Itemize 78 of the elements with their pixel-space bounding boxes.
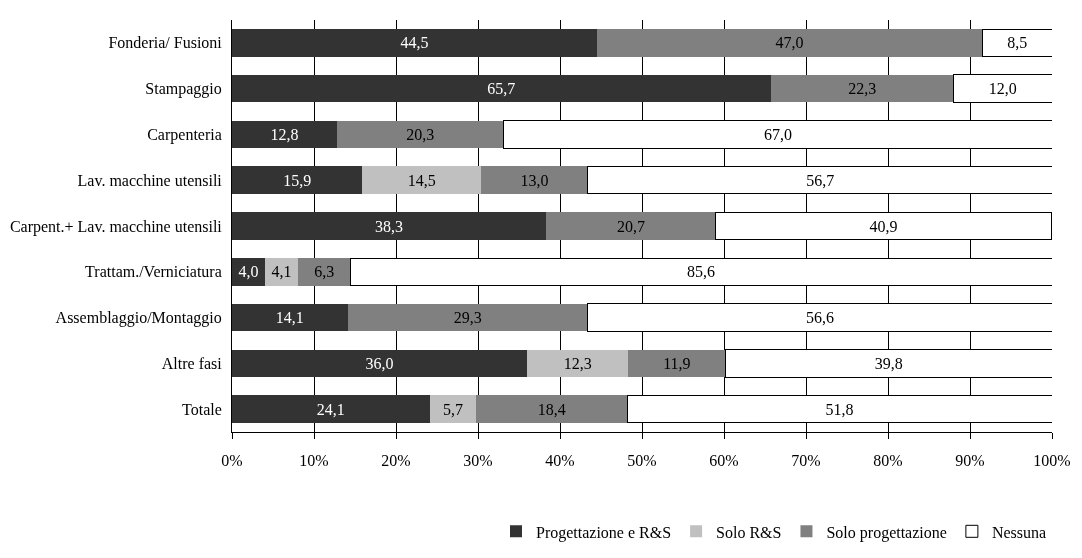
data-label: 29,3	[453, 309, 482, 327]
x-tick-label: 70%	[791, 452, 821, 470]
data-label: 40,9	[869, 217, 898, 235]
data-label: 44,5	[400, 34, 429, 52]
bar	[476, 395, 628, 423]
y-tick-label: Totale	[182, 400, 222, 418]
y-tick-label: Carpenteria	[147, 126, 222, 145]
data-label: 39,8	[874, 354, 903, 372]
bar	[232, 166, 363, 194]
data-label: 14,5	[407, 171, 436, 189]
data-label: 4,1	[271, 263, 292, 281]
legend-label: Solo R&S	[716, 523, 782, 541]
bar	[770, 74, 954, 103]
bar	[232, 212, 547, 240]
data-label: 56,6	[805, 309, 834, 327]
bar	[232, 258, 265, 286]
bar	[232, 395, 430, 423]
x-tick-label: 60%	[709, 452, 739, 470]
data-label: 67,0	[764, 125, 793, 143]
y-tick-label: Assemblaggio/Montaggio	[55, 309, 222, 328]
bar	[336, 120, 504, 149]
y-tick-label: Fonderia/ Fusioni	[108, 34, 223, 52]
bar	[362, 166, 482, 194]
bar	[232, 29, 597, 57]
legend-label: Solo progettazione	[826, 523, 947, 542]
data-label: 22,3	[848, 80, 877, 98]
data-label: 4,0	[238, 263, 259, 281]
data-label: 47,0	[775, 34, 804, 52]
data-label: 18,4	[537, 400, 566, 418]
x-tick-label: 50%	[627, 452, 657, 470]
bar	[264, 258, 299, 286]
y-tick-label: Stampaggio	[145, 80, 222, 99]
data-label: 20,7	[616, 217, 645, 235]
bar	[298, 258, 351, 286]
y-tick-label: Altre fasi	[161, 354, 223, 372]
data-label: 12,8	[270, 125, 299, 143]
data-label: 51,8	[825, 400, 854, 418]
bar	[981, 28, 1052, 58]
bar	[527, 349, 629, 378]
data-label: 12,3	[563, 354, 592, 372]
y-tick-label: Lav. macchine utensili	[77, 171, 223, 189]
data-label: 20,3	[406, 125, 435, 143]
legend-label: Nessuna	[991, 523, 1047, 541]
x-tick-label: 0%	[221, 452, 243, 470]
data-label: 13,0	[520, 171, 549, 189]
bar	[232, 74, 771, 103]
x-tick-label: 80%	[873, 452, 903, 470]
x-tick-label: 90%	[955, 452, 985, 470]
data-label: 56,7	[806, 171, 835, 189]
data-label: 5,7	[442, 400, 463, 418]
data-label: 11,9	[663, 354, 691, 372]
data-label: 6,3	[314, 263, 335, 281]
data-label: 15,9	[283, 171, 312, 189]
bar	[429, 395, 477, 423]
bar	[232, 120, 337, 149]
x-tick-label: 10%	[299, 452, 329, 470]
data-label: 8,5	[1007, 34, 1028, 52]
x-tick-label: 100%	[1033, 452, 1071, 470]
bar	[481, 166, 588, 194]
data-label: 36,0	[365, 354, 394, 372]
bar	[628, 349, 726, 378]
bar	[232, 349, 528, 378]
data-label: 14,1	[275, 309, 304, 327]
data-label: 65,7	[487, 80, 516, 98]
x-tick-label: 30%	[463, 452, 493, 470]
bar	[347, 303, 588, 332]
data-label: 38,3	[375, 217, 404, 235]
data-label: 12,0	[988, 80, 1017, 98]
y-tick-label: Trattam./Verniciatura	[85, 263, 222, 281]
bar	[232, 303, 348, 332]
y-tick-label: Carpent.+ Lav. macchine utensili	[9, 217, 223, 236]
data-label: 24,1	[316, 400, 345, 418]
x-tick-label: 40%	[545, 452, 575, 470]
bar	[546, 212, 716, 240]
bar	[596, 29, 983, 57]
x-tick-label: 20%	[381, 452, 411, 470]
data-label: 85,6	[687, 263, 716, 281]
legend-label: Progettazione e R&S	[536, 523, 672, 542]
